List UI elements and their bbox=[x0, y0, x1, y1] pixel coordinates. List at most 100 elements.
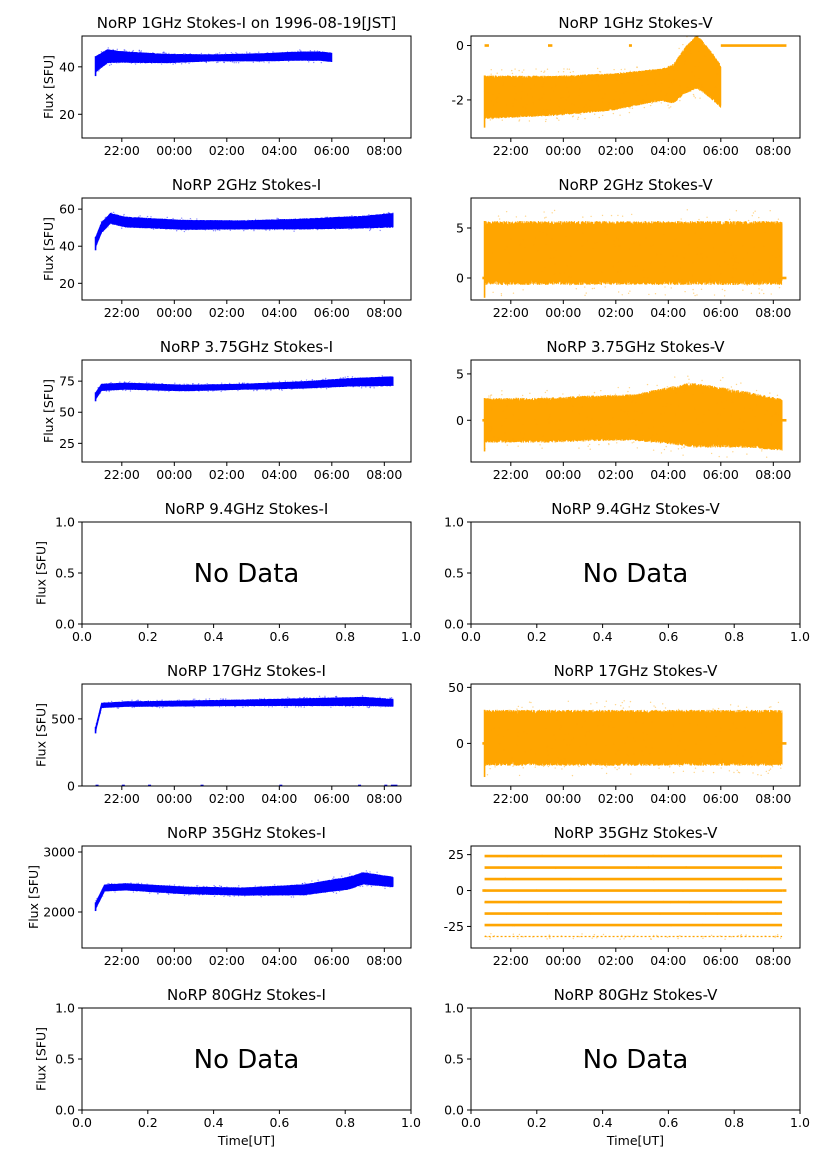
data-point bbox=[771, 254, 774, 257]
y-tick-label: 20 bbox=[59, 107, 75, 122]
data-point bbox=[162, 218, 164, 221]
data-point bbox=[112, 216, 114, 218]
data-point bbox=[739, 396, 742, 399]
data-point bbox=[619, 938, 621, 940]
data-point bbox=[603, 230, 606, 232]
y-tick-label: 75 bbox=[59, 374, 75, 389]
data-point bbox=[193, 384, 196, 386]
data-point bbox=[374, 219, 376, 221]
data-point bbox=[564, 733, 566, 736]
data-point bbox=[317, 221, 319, 223]
data-point bbox=[593, 933, 596, 936]
data-point bbox=[276, 893, 278, 895]
data-point bbox=[214, 886, 217, 888]
data-point bbox=[694, 294, 696, 297]
data-point bbox=[777, 218, 780, 220]
data-point bbox=[194, 53, 197, 56]
data-point bbox=[305, 379, 308, 381]
data-point bbox=[501, 69, 503, 71]
data-point bbox=[105, 224, 107, 227]
data-point bbox=[535, 423, 538, 426]
data-point bbox=[596, 430, 599, 432]
data-point bbox=[157, 886, 159, 889]
data-point bbox=[190, 888, 193, 890]
data-point bbox=[257, 53, 259, 55]
data-point bbox=[686, 419, 688, 422]
data-point bbox=[513, 98, 516, 101]
data-point bbox=[315, 219, 318, 221]
data-point bbox=[753, 224, 755, 227]
data-point bbox=[291, 220, 294, 222]
data-point bbox=[123, 213, 125, 216]
data-point bbox=[498, 218, 501, 220]
data-point bbox=[545, 243, 547, 246]
data-point bbox=[320, 387, 322, 389]
data-point bbox=[506, 405, 508, 408]
data-point bbox=[302, 388, 304, 390]
data-point bbox=[694, 97, 697, 99]
data-point bbox=[371, 221, 373, 223]
data-point bbox=[723, 261, 726, 263]
data-point bbox=[698, 61, 701, 64]
data-point bbox=[351, 215, 353, 217]
data-point bbox=[309, 50, 312, 52]
data-point bbox=[719, 727, 722, 730]
data-point bbox=[546, 389, 548, 392]
data-point bbox=[688, 243, 690, 246]
data-point bbox=[226, 886, 228, 888]
data-point bbox=[292, 380, 294, 382]
data-point bbox=[215, 389, 217, 391]
subplot-title: NoRP 1GHz Stokes-I on 1996-08-19[JST] bbox=[97, 14, 397, 32]
data-point bbox=[217, 702, 219, 704]
data-point bbox=[283, 223, 285, 225]
data-point bbox=[511, 69, 513, 72]
data-point bbox=[558, 439, 560, 441]
data-point bbox=[108, 389, 110, 391]
data-point bbox=[742, 715, 744, 717]
data-point bbox=[366, 706, 369, 708]
data-point bbox=[735, 254, 737, 256]
data-point bbox=[498, 742, 501, 745]
data-point bbox=[213, 54, 216, 56]
x-tick-label: 22:00 bbox=[104, 143, 140, 158]
data-point bbox=[174, 53, 176, 55]
data-point bbox=[266, 702, 268, 705]
data-point bbox=[496, 101, 498, 104]
data-point bbox=[658, 761, 660, 764]
data-point bbox=[510, 238, 512, 240]
data-point bbox=[514, 85, 517, 88]
data-point bbox=[698, 78, 700, 80]
data-point bbox=[269, 702, 272, 705]
data-point bbox=[743, 421, 745, 423]
data-point bbox=[699, 97, 701, 99]
data-point bbox=[593, 391, 596, 394]
data-point bbox=[168, 52, 170, 55]
data-point bbox=[205, 388, 207, 390]
data-point bbox=[508, 440, 510, 442]
data-point bbox=[263, 61, 265, 63]
data-point bbox=[204, 55, 206, 58]
data-point bbox=[595, 439, 597, 441]
data-point bbox=[732, 264, 735, 266]
data-point bbox=[173, 54, 175, 56]
data-point bbox=[144, 701, 146, 703]
data-point bbox=[764, 231, 766, 234]
data-point bbox=[156, 225, 158, 227]
data-point bbox=[577, 75, 580, 77]
data-point bbox=[244, 705, 247, 707]
data-point bbox=[730, 386, 733, 388]
x-tick-label: 1.0 bbox=[401, 1115, 421, 1130]
data-point bbox=[113, 55, 116, 57]
data-point bbox=[512, 102, 514, 105]
data-point bbox=[512, 105, 514, 107]
data-point bbox=[679, 935, 681, 937]
data-point bbox=[486, 936, 488, 938]
data-point bbox=[270, 52, 272, 54]
data-point bbox=[300, 385, 303, 388]
subplot-title: NoRP 35GHz Stokes-V bbox=[554, 824, 719, 842]
data-point bbox=[653, 77, 656, 80]
data-point bbox=[636, 265, 638, 267]
data-point bbox=[732, 722, 734, 725]
data-point bbox=[318, 695, 321, 698]
data-point bbox=[256, 59, 258, 61]
